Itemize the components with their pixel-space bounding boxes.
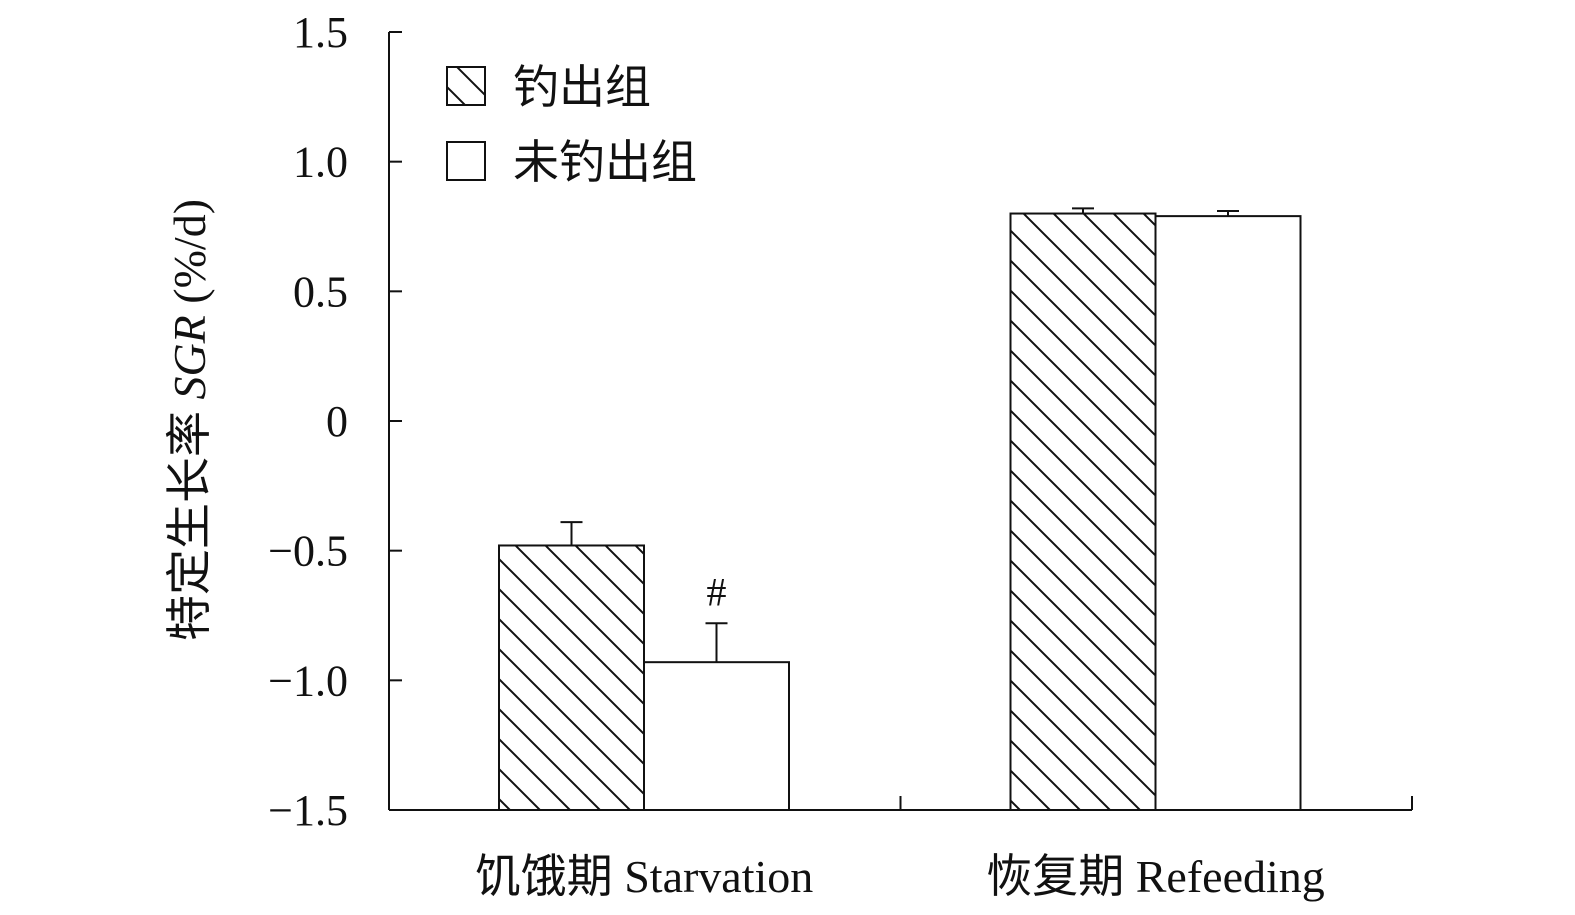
bars	[498, 207, 1302, 812]
y-tick-label: −1.5	[268, 786, 348, 835]
bar	[1009, 212, 1157, 812]
y-axis-title-italic: SGR	[164, 315, 215, 399]
y-tick-label: −1.0	[268, 656, 348, 705]
y-tick-label: 1.5	[293, 8, 348, 57]
significance-mark: #	[707, 569, 727, 614]
y-axis-title: 特定生长率 SGR (%/d)	[164, 199, 215, 641]
legend-label: 钓出组	[513, 62, 651, 113]
bar	[1154, 215, 1302, 812]
y-axis-title-prefix: 特定生长率	[164, 400, 215, 642]
category-label: 恢复期 Refeeding	[986, 851, 1325, 902]
y-tick-label: 0	[326, 397, 348, 446]
category-label: 饥饿期 Starvation	[475, 851, 814, 902]
labels: 1.5 1.0 0.5 0 −0.5 −1.0 −1.5 饥饿期 Starvation 恢复期 …	[164, 8, 1325, 902]
y-tick-label: 0.5	[293, 267, 348, 316]
y-axis-title-suffix: (%/d)	[164, 199, 215, 315]
bar	[643, 661, 790, 811]
legend-swatch	[446, 141, 486, 181]
y-tick-label: 1.0	[293, 138, 348, 187]
bar	[498, 544, 645, 811]
legend-label: 未钓出组	[513, 137, 697, 188]
legend-swatch	[446, 66, 486, 106]
y-tick-label: −0.5	[268, 527, 348, 576]
